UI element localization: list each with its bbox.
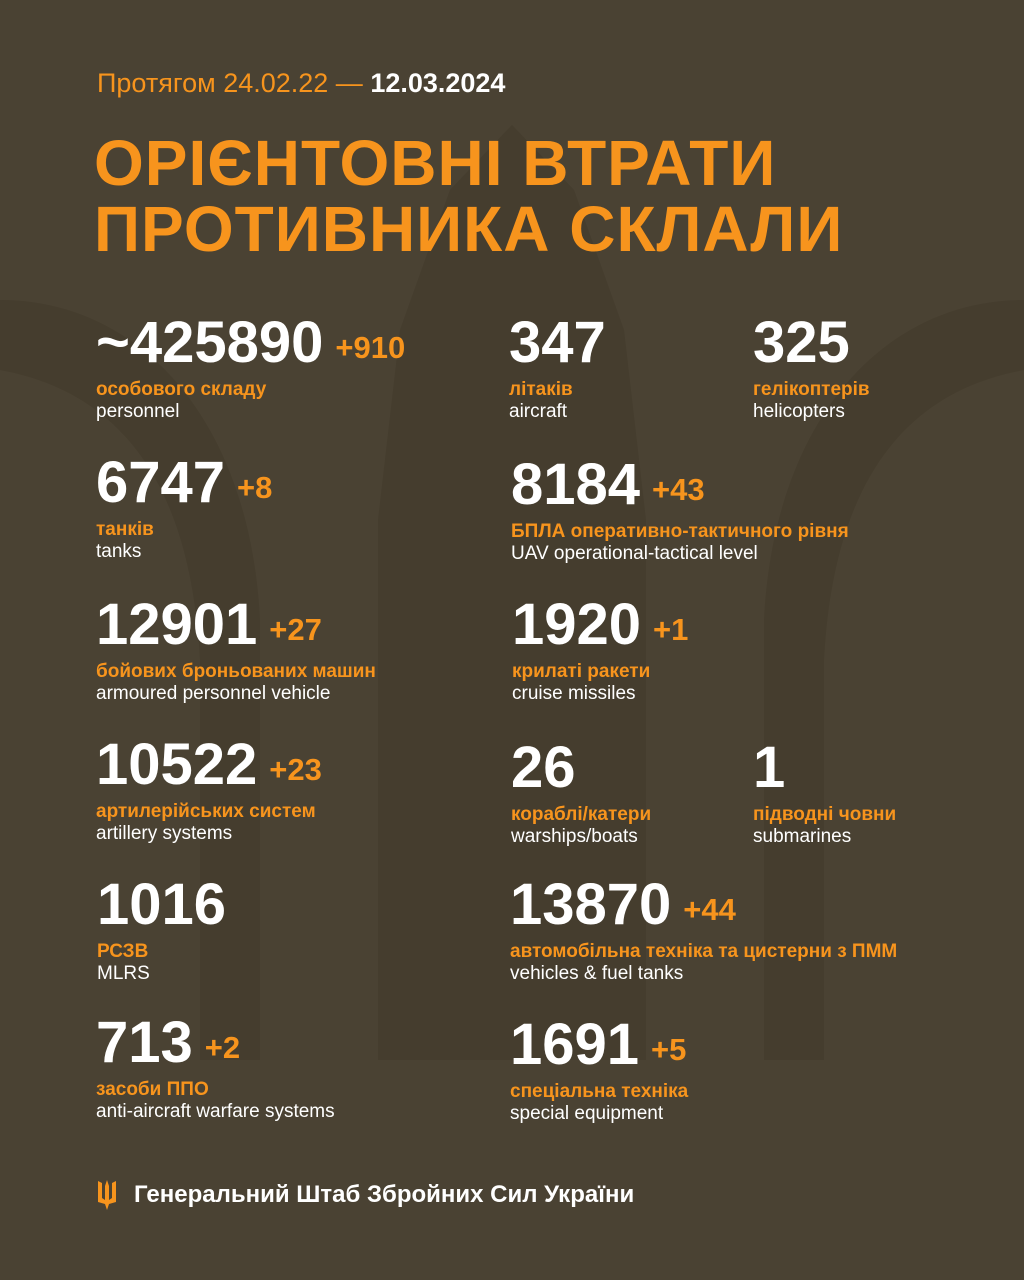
stat-label-en: aircraft xyxy=(509,401,568,422)
stat-delta: +23 xyxy=(269,752,322,787)
stat-vehicles: 13870 +44 автомобільна техніка та цистерн… xyxy=(510,875,897,985)
stat-delta: +8 xyxy=(237,470,273,505)
stat-anti-aircraft: 713 +2 засоби ППО anti-aircraft warfare s… xyxy=(96,1013,335,1123)
stat-submarines: 1 підводні човни submarines xyxy=(753,738,896,848)
stat-delta: +27 xyxy=(269,612,322,647)
stat-delta: +43 xyxy=(652,472,705,507)
date-range: Протягом 24.02.22 — 12.03.2024 xyxy=(97,66,505,100)
title-line-1: ОРІЄНТОВНІ ВТРАТИ xyxy=(94,127,777,199)
stat-value: ~425890 xyxy=(96,310,324,375)
date-prefix: Протягом xyxy=(97,68,216,98)
stat-apv: 12901 +27 бойових броньованих машин armou… xyxy=(96,595,376,705)
stat-label-en: personnel xyxy=(96,401,180,422)
stat-label-en: armoured personnel vehicle xyxy=(96,683,331,704)
stat-label-en: special equipment xyxy=(510,1103,664,1124)
stat-delta: +1 xyxy=(653,612,689,647)
stat-value: 6747 xyxy=(96,450,226,515)
stat-label-ua: засоби ППО xyxy=(96,1079,209,1100)
stat-label-en: cruise missiles xyxy=(512,683,636,704)
stat-aircraft: 347 літаків aircraft xyxy=(509,313,606,423)
stat-tanks: 6747 +8 танків tanks xyxy=(96,453,272,563)
stat-value: 713 xyxy=(96,1010,193,1075)
stat-value: 12901 xyxy=(96,592,258,657)
stat-value: 8184 xyxy=(511,452,641,517)
stat-value: 1920 xyxy=(512,592,642,657)
stat-label-ua: спеціальна техніка xyxy=(510,1081,689,1102)
stat-warships: 26 кораблі/катери warships/boats xyxy=(511,738,651,848)
stat-label-ua: автомобільна техніка та цистерни з ПММ xyxy=(510,941,898,962)
stat-value: 13870 xyxy=(510,872,672,937)
footer: Генеральний Штаб Збройних Сил України xyxy=(96,1180,634,1210)
stat-delta: +5 xyxy=(651,1032,687,1067)
stat-label-ua: підводні човни xyxy=(753,804,897,825)
stat-label-en: UAV operational-tactical level xyxy=(511,543,758,564)
stat-delta: +44 xyxy=(683,892,736,927)
stat-personnel: ~425890 +910 особового складу personnel xyxy=(96,313,405,423)
stat-label-en: tanks xyxy=(96,541,142,562)
stat-label-en: vehicles & fuel tanks xyxy=(510,963,684,984)
stat-label-en: artillery systems xyxy=(96,823,233,844)
stat-label-en: helicopters xyxy=(753,401,845,422)
stat-label-ua: артилерійських систем xyxy=(96,801,316,822)
page-title: ОРІЄНТОВНІ ВТРАТИ ПРОТИВНИКА СКЛАЛИ xyxy=(94,130,843,262)
title-line-2: ПРОТИВНИКА СКЛАЛИ xyxy=(94,193,844,265)
stat-label-en: MLRS xyxy=(97,963,150,984)
trident-icon xyxy=(98,1180,116,1210)
stat-value: 1691 xyxy=(510,1012,640,1077)
stat-label-ua: гелікоптерів xyxy=(753,379,870,400)
stat-value: 325 xyxy=(753,310,850,375)
stat-value: 1 xyxy=(753,735,786,800)
stat-delta: +2 xyxy=(204,1030,241,1065)
stat-label-ua: кораблі/катери xyxy=(511,804,652,825)
stat-value: 10522 xyxy=(96,732,258,797)
stat-label-ua: РСЗВ xyxy=(97,941,149,962)
stat-label-ua: особового складу xyxy=(96,379,267,400)
stat-delta: +910 xyxy=(335,330,406,365)
stat-label-en: anti-aircraft warfare systems xyxy=(96,1101,335,1122)
stat-uav: 8184 +43 БПЛА оперативно-тактичного рівня… xyxy=(511,455,849,565)
stat-cruise-missiles: 1920 +1 крилаті ракети cruise missiles xyxy=(512,595,688,705)
stat-label-en: submarines xyxy=(753,826,852,847)
stat-label-ua: крилаті ракети xyxy=(512,661,651,682)
stat-label-ua: БПЛА оперативно-тактичного рівня xyxy=(511,521,849,542)
stat-special-equipment: 1691 +5 спеціальна техніка special equipm… xyxy=(510,1015,688,1125)
stat-mlrs: 1016 РСЗВ MLRS xyxy=(97,875,226,985)
date-start: 24.02.22 — xyxy=(223,68,363,98)
stat-value: 1016 xyxy=(97,872,227,937)
date-end: 12.03.2024 xyxy=(370,68,506,98)
stat-label-ua: танків xyxy=(96,519,154,540)
stat-value: 347 xyxy=(509,310,606,375)
stat-label-ua: літаків xyxy=(509,379,573,400)
stat-label-en: warships/boats xyxy=(511,826,638,847)
stat-helicopters: 325 гелікоптерів helicopters xyxy=(753,313,870,423)
footer-text: Генеральний Штаб Збройних Сил України xyxy=(134,1181,635,1208)
stat-value: 26 xyxy=(511,735,576,800)
stat-label-ua: бойових броньованих машин xyxy=(96,661,376,682)
stat-artillery: 10522 +23 артилерійських систем artillery… xyxy=(96,735,322,845)
